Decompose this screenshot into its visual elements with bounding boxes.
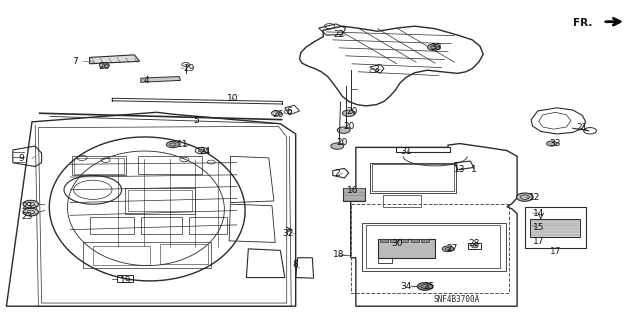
- Bar: [72, 156, 126, 175]
- Text: 27: 27: [446, 244, 458, 253]
- Text: 34: 34: [400, 282, 412, 291]
- Circle shape: [547, 141, 557, 146]
- Bar: [117, 275, 133, 282]
- Bar: [160, 244, 208, 264]
- Text: 3: 3: [373, 65, 378, 74]
- Circle shape: [428, 44, 440, 50]
- Text: 33: 33: [430, 43, 442, 52]
- Circle shape: [99, 63, 109, 68]
- Text: 20: 20: [346, 107, 358, 116]
- Text: 12: 12: [529, 193, 540, 202]
- Text: 31: 31: [401, 147, 412, 156]
- Bar: [366, 225, 500, 268]
- Text: 25: 25: [424, 282, 435, 291]
- Text: 9: 9: [19, 154, 24, 163]
- Circle shape: [342, 110, 355, 116]
- Text: 23: 23: [22, 202, 33, 211]
- Bar: [343, 188, 365, 201]
- Circle shape: [23, 200, 38, 208]
- Circle shape: [472, 245, 478, 248]
- Text: SNF4B3700A: SNF4B3700A: [434, 295, 480, 304]
- Text: 20: 20: [337, 138, 348, 147]
- Bar: [378, 239, 435, 258]
- Bar: [390, 239, 398, 242]
- Polygon shape: [90, 55, 140, 64]
- Bar: [93, 246, 150, 265]
- Bar: [189, 217, 227, 234]
- Polygon shape: [141, 77, 180, 82]
- Bar: [383, 195, 421, 207]
- Text: 13: 13: [454, 165, 465, 174]
- Text: 4: 4: [143, 76, 148, 85]
- Text: 17: 17: [550, 247, 561, 256]
- Text: 26: 26: [99, 63, 110, 71]
- Text: 23: 23: [22, 212, 33, 221]
- Bar: [401, 239, 408, 242]
- Bar: [396, 147, 450, 152]
- Bar: [421, 239, 429, 242]
- Bar: [380, 239, 388, 242]
- Text: 5: 5: [194, 116, 199, 125]
- Bar: [372, 164, 454, 191]
- Circle shape: [331, 143, 344, 149]
- Circle shape: [442, 246, 454, 252]
- Bar: [525, 207, 586, 248]
- Circle shape: [516, 193, 533, 201]
- Bar: [411, 239, 419, 242]
- Text: 6: 6: [287, 107, 292, 115]
- Text: 1: 1: [471, 165, 476, 174]
- Bar: [128, 190, 192, 211]
- Text: 14: 14: [533, 209, 545, 218]
- Circle shape: [337, 127, 350, 133]
- Circle shape: [198, 149, 205, 152]
- Text: 32: 32: [282, 229, 294, 238]
- Text: FR.: FR.: [573, 18, 592, 28]
- Circle shape: [417, 283, 433, 290]
- Text: 20: 20: [343, 122, 355, 131]
- Text: 28: 28: [468, 239, 480, 248]
- Bar: [468, 243, 481, 249]
- Bar: [74, 158, 124, 174]
- Text: 2: 2: [335, 169, 340, 178]
- Text: 33: 33: [550, 139, 561, 148]
- Text: 26: 26: [272, 110, 284, 119]
- Text: 11: 11: [177, 140, 188, 149]
- Text: 29: 29: [183, 64, 195, 73]
- Text: 30: 30: [392, 239, 403, 248]
- Bar: [362, 223, 506, 271]
- Text: 16: 16: [347, 186, 358, 195]
- Text: 10: 10: [227, 94, 238, 103]
- Text: 8: 8: [293, 260, 298, 269]
- Bar: [370, 163, 456, 193]
- Text: 21: 21: [577, 123, 588, 132]
- Text: 7: 7: [73, 57, 78, 66]
- Text: 19: 19: [120, 276, 132, 285]
- Bar: [83, 242, 211, 268]
- Bar: [141, 217, 182, 234]
- Text: 17: 17: [533, 237, 545, 246]
- Circle shape: [271, 111, 282, 116]
- Text: 18: 18: [333, 250, 344, 259]
- Text: 24: 24: [199, 147, 211, 156]
- Bar: [351, 204, 509, 293]
- Text: 15: 15: [533, 223, 545, 232]
- Text: 22: 22: [333, 30, 345, 39]
- Bar: [125, 188, 195, 214]
- Circle shape: [23, 208, 38, 216]
- Bar: [378, 258, 392, 263]
- Bar: [138, 156, 202, 174]
- Bar: [90, 217, 134, 234]
- Circle shape: [166, 141, 179, 148]
- Bar: [530, 219, 580, 237]
